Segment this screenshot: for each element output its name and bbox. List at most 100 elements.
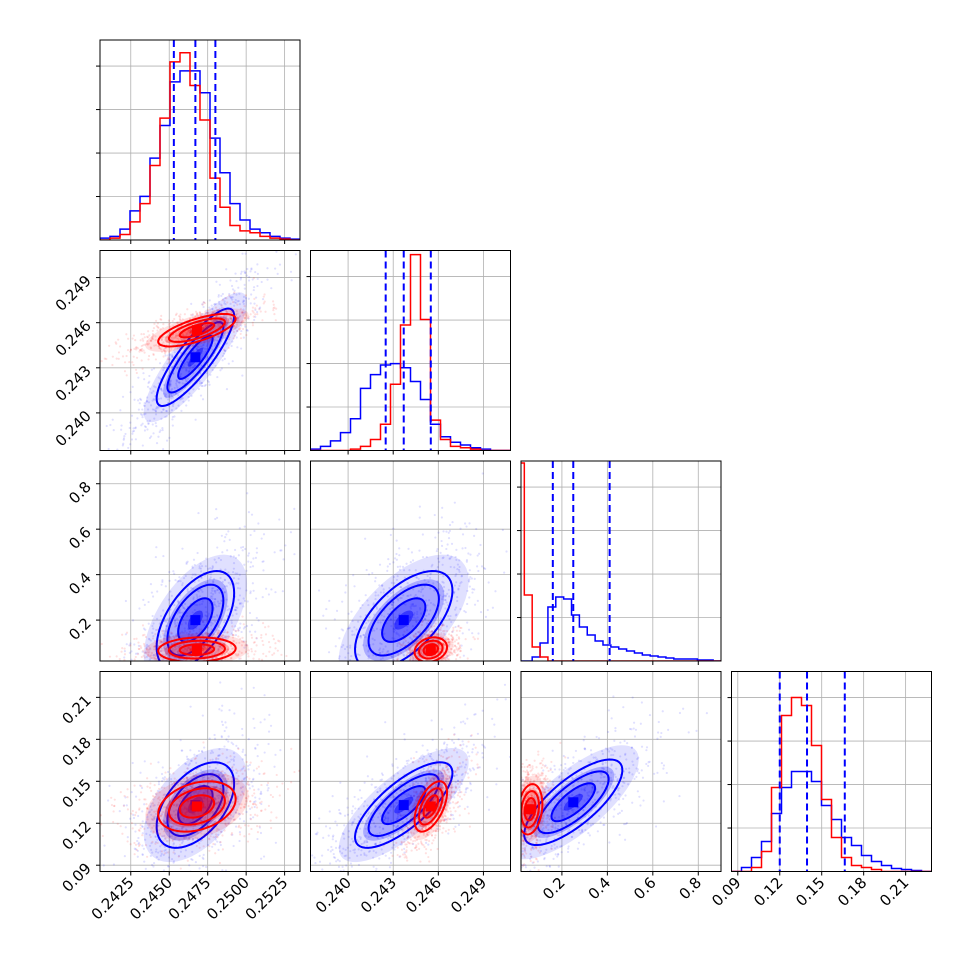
contour-3-0-1-0 (157, 780, 237, 833)
contour-1-0-0-1 (166, 321, 225, 394)
contour-3-2-1-0 (521, 783, 544, 836)
density-peak-2-1-0 (398, 615, 409, 626)
ytick-label-3-4: 0.21 (58, 691, 94, 727)
xtick-label-1-2: 0.246 (402, 874, 445, 917)
ytick-label-2-0: 0.2 (65, 614, 95, 644)
hist-frame-2 (520, 460, 722, 662)
contour-3-1-0-0 (354, 761, 454, 849)
ytick-label-3-1: 0.12 (58, 817, 94, 853)
hist-panel-3 (727, 671, 932, 872)
ytick-label-1-3: 0.249 (52, 272, 95, 315)
scatter-panel-3-2 (520, 671, 722, 872)
scatter-frame-2-0 (99, 460, 301, 662)
contour-2-0-1-1 (167, 639, 226, 660)
xtick-label-3-1: 0.12 (750, 874, 786, 910)
scatter-points-2-1-0 (312, 472, 508, 661)
xtick-label-1-0: 0.240 (312, 874, 355, 917)
contour-3-2-1-1 (521, 790, 540, 829)
contour-3-1-1-1 (418, 787, 444, 826)
xtick-label-1-1: 0.243 (357, 874, 400, 917)
xtick-label-0-4: 0.2525 (242, 874, 292, 924)
scatter-frame-3-0 (99, 671, 301, 872)
contour-2-1-1-0 (413, 636, 449, 661)
scatter-panel-3-1 (310, 671, 511, 872)
ytick-label-2-3: 0.8 (65, 478, 95, 508)
scatter-points-3-0-0 (102, 681, 282, 872)
scatter-panel-3-0 (99, 671, 301, 872)
contour-2-0-0-1 (166, 583, 225, 657)
density-peak-3-0-1 (191, 801, 202, 812)
contour-3-1-1-2 (422, 794, 440, 819)
hist-panel-0 (96, 39, 301, 241)
contour-1-0-1-2 (178, 321, 216, 339)
scatter-frame-3-1 (310, 671, 511, 872)
hist-series-3-1 (731, 696, 932, 872)
scatter-frame-2-1 (310, 460, 511, 662)
xtick-label-2-0: 0.2 (539, 874, 569, 904)
hist-frame-1 (310, 250, 511, 451)
contour-3-2-0-0 (523, 758, 624, 847)
density-peak-1-0-0 (190, 352, 201, 363)
ytick-label-2-2: 0.6 (65, 523, 95, 553)
contour-3-2-1-2 (523, 797, 537, 822)
contour-3-2-0-2 (550, 782, 597, 823)
hist-frame-0 (99, 39, 301, 241)
density-peak-3-2-1 (525, 804, 536, 815)
density-peak-2-0-0 (190, 615, 201, 626)
scatter-panel-2-1 (310, 460, 511, 662)
density-peak-3-1-1 (425, 801, 436, 812)
contour-2-0-0-0 (155, 569, 236, 661)
xtick-label-3-0: 0.09 (708, 874, 744, 910)
ytick-label-3-0: 0.09 (58, 859, 94, 895)
contour-3-0-0-0 (155, 761, 236, 849)
xtick-label-3-4: 0.21 (876, 874, 912, 910)
contour-3-2-0-1 (536, 770, 610, 835)
xtick-label-3-3: 0.18 (834, 874, 870, 910)
xtick-label-2-3: 0.8 (676, 874, 706, 904)
xtick-label-3-2: 0.15 (792, 874, 828, 910)
xtick-label-2-2: 0.6 (630, 874, 660, 904)
hist-series-2-1 (521, 462, 721, 661)
scatter-points-3-1-0 (311, 683, 511, 872)
density-fill-2-1-0-0 (338, 554, 469, 661)
density-peak-1-0-1 (191, 325, 202, 336)
ytick-label-3-2: 0.15 (58, 775, 94, 811)
density-peak-2-1-1 (425, 644, 436, 655)
density-peak-2-0-1 (191, 644, 202, 655)
hist-frame-3 (731, 671, 932, 872)
xtick-label-1-3: 0.249 (447, 874, 490, 917)
contour-1-0-1-1 (167, 317, 226, 343)
contour-2-1-0-1 (367, 583, 440, 657)
ytick-label-1-1: 0.243 (52, 362, 95, 405)
scatter-panel-2-0 (99, 460, 301, 662)
xtick-label-2-1: 0.4 (585, 874, 615, 904)
density-peak-3-1-0 (398, 800, 409, 811)
hist-series-1-1 (310, 253, 511, 451)
contour-3-0-0-1 (166, 773, 225, 837)
contour-2-1-1-1 (418, 639, 444, 660)
contour-2-0-1-0 (157, 636, 237, 661)
contour-3-1-1-0 (413, 780, 449, 833)
contour-3-0-1-1 (167, 787, 226, 826)
ytick-label-3-3: 0.18 (58, 733, 94, 769)
density-fill-3-2-0-0 (521, 745, 639, 860)
contour-1-0-1-0 (157, 312, 237, 348)
ytick-label-1-0: 0.240 (52, 407, 95, 450)
hist-series-2-0 (521, 596, 721, 661)
hist-panel-1 (306, 250, 511, 451)
scatter-frame-3-2 (520, 671, 722, 872)
contour-2-1-1-2 (422, 643, 440, 657)
ytick-label-1-2: 0.246 (52, 317, 95, 360)
hist-series-1-0 (310, 362, 511, 451)
contour-3-1-0-2 (381, 785, 427, 826)
contour-3-0-1-2 (178, 794, 216, 819)
density-peak-3-2-0 (568, 797, 579, 808)
contour-2-1-0-0 (354, 570, 454, 661)
scatter-frame-1-0 (99, 250, 301, 451)
hist-panel-2 (517, 460, 722, 662)
contour-3-1-0-1 (367, 773, 440, 837)
ytick-label-2-1: 0.4 (65, 569, 95, 599)
hist-series-0-1 (100, 51, 300, 240)
